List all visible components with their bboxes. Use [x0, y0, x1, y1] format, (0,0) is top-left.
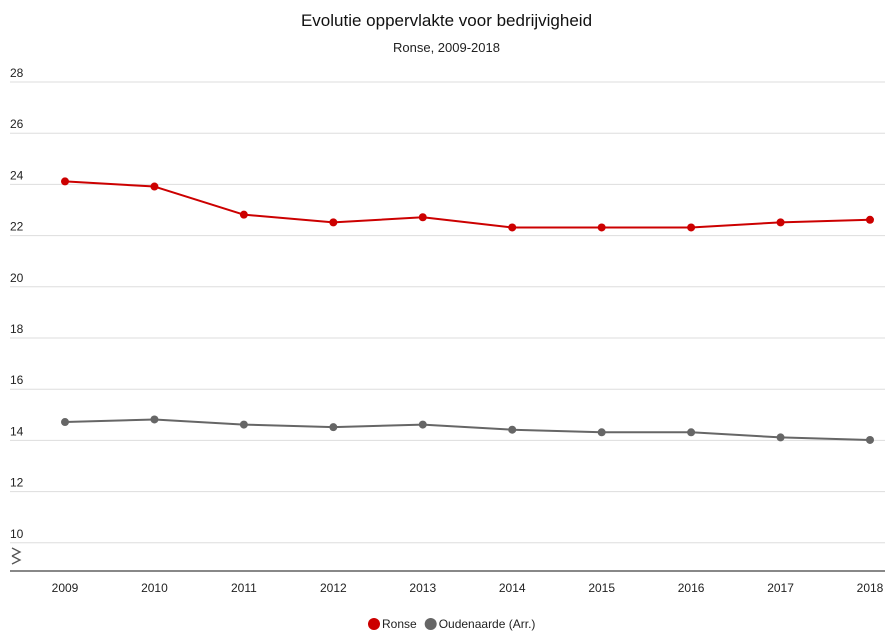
data-point[interactable]	[866, 215, 874, 224]
x-tick-label: 2015	[588, 581, 615, 595]
data-point[interactable]	[329, 423, 338, 432]
data-point[interactable]	[418, 420, 427, 429]
x-axis-ticks: 2009 2010 2011 2012 2013 2014 2015 2016 2017 2018	[52, 581, 884, 595]
legend-marker-icon	[424, 618, 437, 630]
series-layer	[61, 177, 874, 444]
data-point[interactable]	[776, 218, 785, 227]
x-tick-label: 2010	[141, 581, 168, 595]
legend-label: Oudenaarde (Arr.)	[439, 617, 536, 631]
legend-label: Ronse	[382, 617, 417, 631]
axis-break-icon	[11, 547, 22, 565]
x-tick-label: 2011	[231, 581, 257, 595]
x-tick-label: 2018	[857, 581, 884, 595]
x-tick-label: 2012	[320, 581, 347, 595]
data-point[interactable]	[776, 433, 785, 442]
series-1	[61, 415, 874, 444]
legend-item[interactable]: Oudenaarde (Arr.)	[424, 617, 536, 631]
x-tick-label: 2014	[499, 581, 526, 595]
y-axis-ticks: 10 12 14 16 18 20 22 24 26 28	[10, 66, 24, 541]
y-tick-label: 18	[10, 322, 24, 336]
data-point[interactable]	[687, 428, 696, 437]
y-tick-label: 24	[10, 168, 24, 182]
x-tick-label: 2017	[767, 581, 794, 595]
gridlines	[10, 81, 885, 544]
data-point[interactable]	[61, 177, 69, 186]
data-point[interactable]	[329, 218, 338, 227]
data-point[interactable]	[687, 223, 696, 232]
x-axis	[10, 547, 885, 572]
chart-subtitle: Ronse, 2009-2018	[393, 40, 500, 55]
y-tick-label: 28	[10, 66, 24, 80]
data-point[interactable]	[508, 425, 517, 434]
data-point[interactable]	[597, 428, 606, 437]
y-tick-label: 20	[10, 271, 24, 285]
legend-marker-icon	[368, 618, 380, 630]
y-tick-label: 10	[10, 527, 24, 541]
data-point[interactable]	[508, 223, 517, 232]
data-point[interactable]	[239, 420, 248, 429]
legend: Ronse Oudenaarde (Arr.)	[368, 617, 535, 631]
series-line	[64, 180, 871, 229]
y-tick-label: 22	[10, 220, 24, 234]
chart-title: Evolutie oppervlakte voor bedrijvigheid	[301, 11, 592, 30]
series-0	[61, 177, 874, 232]
x-tick-label: 2013	[409, 581, 436, 595]
series-line	[64, 418, 871, 441]
y-tick-label: 14	[10, 424, 24, 438]
y-tick-label: 16	[10, 373, 24, 387]
legend-item[interactable]: Ronse	[368, 617, 417, 631]
data-point[interactable]	[418, 213, 427, 222]
x-tick-label: 2009	[52, 581, 79, 595]
data-point[interactable]	[597, 223, 606, 232]
data-point[interactable]	[150, 182, 159, 191]
data-point[interactable]	[239, 210, 248, 219]
y-tick-label: 12	[10, 476, 24, 490]
data-point[interactable]	[61, 418, 69, 427]
data-point[interactable]	[150, 415, 159, 424]
x-tick-label: 2016	[678, 581, 705, 595]
y-tick-label: 26	[10, 117, 24, 131]
data-point[interactable]	[866, 435, 874, 444]
